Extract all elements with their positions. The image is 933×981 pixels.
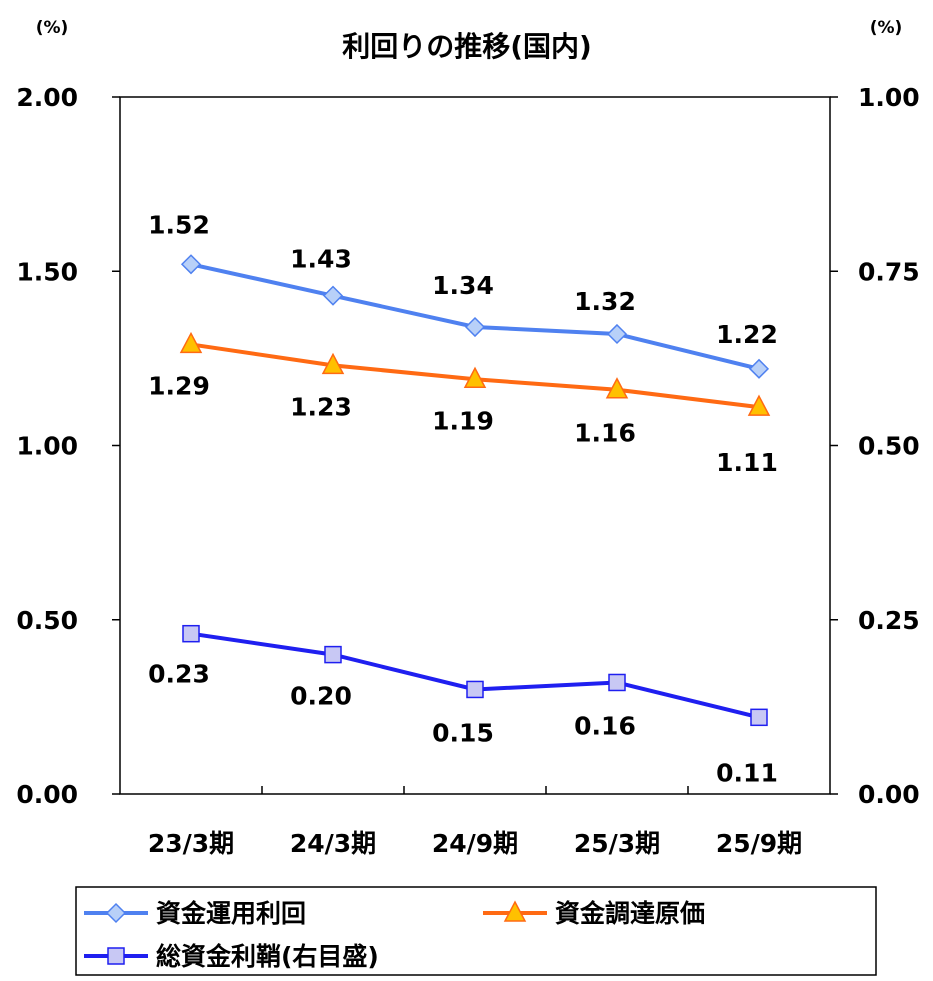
legend-marker-2 <box>107 947 125 965</box>
series-1-point <box>605 377 629 399</box>
x-axis-tick-label: 25/9期 <box>716 829 802 858</box>
legend-label-1: 資金調達原価 <box>555 899 705 928</box>
data-labels: 1.52 1.43 1.34 1.32 1.22 1.29 1.23 1.19 1.16 1.11… <box>148 210 778 787</box>
data-label: 0.11 <box>716 758 778 787</box>
series-0-point <box>322 285 344 306</box>
data-label: 1.22 <box>716 320 778 349</box>
data-label: 0.23 <box>148 660 210 689</box>
data-label: 1.32 <box>574 287 636 316</box>
data-label: 1.29 <box>148 371 210 400</box>
left-axis-tick-label: 0.00 <box>16 780 78 809</box>
data-label: 1.16 <box>574 419 636 448</box>
right-axis-tick-label: 0.25 <box>858 606 920 635</box>
series-1-point <box>179 331 203 354</box>
series-2-point <box>466 680 484 699</box>
right-axis-tick-label: 0.75 <box>858 257 920 286</box>
series-group <box>179 254 771 727</box>
legend-marker-1 <box>503 900 527 922</box>
series-0-point <box>748 358 770 379</box>
left-axis-tick-label: 0.50 <box>16 606 78 635</box>
data-label: 0.15 <box>432 718 494 747</box>
x-axis-tick-label: 25/3期 <box>574 829 660 858</box>
right-axis-unit: (%) <box>870 18 903 38</box>
axes: 0.00 0.50 1.00 1.50 2.00 0.00 0.25 0.50 0.75 1.00… <box>16 83 919 858</box>
data-label: 0.16 <box>574 711 636 740</box>
left-axis-tick-label: 1.50 <box>16 257 78 286</box>
legend-label-0: 資金運用利回 <box>156 899 306 928</box>
plot-area <box>119 96 831 795</box>
data-label: 1.11 <box>716 448 778 477</box>
x-axis-tick-label: 24/9期 <box>432 829 518 858</box>
data-label: 1.23 <box>290 392 352 421</box>
series-2-point <box>182 624 200 643</box>
legend-marker-0 <box>105 902 127 924</box>
series-2-point <box>608 673 626 692</box>
series-2-point <box>750 708 768 727</box>
series-1-point <box>463 366 487 389</box>
right-axis-tick-label: 0.00 <box>858 780 920 809</box>
data-label: 1.19 <box>432 406 494 435</box>
series-2-point <box>324 645 342 664</box>
legend-box <box>75 886 877 976</box>
series-1-point <box>321 352 345 375</box>
data-label: 1.43 <box>290 245 352 274</box>
data-label: 1.52 <box>148 210 210 239</box>
series-1-point <box>747 394 771 416</box>
data-label: 1.34 <box>432 271 494 300</box>
chart-title: 利回りの推移(国内) <box>342 30 592 63</box>
right-axis-tick-label: 1.00 <box>858 83 920 112</box>
series-0-point <box>180 254 202 275</box>
legend-label-2: 総資金利鞘(右目盛) <box>156 942 379 971</box>
left-axis-tick-label: 1.00 <box>16 432 78 461</box>
series-0-point <box>464 316 486 338</box>
left-axis-tick-label: 2.00 <box>16 83 78 112</box>
x-axis-tick-label: 23/3期 <box>148 829 234 858</box>
left-axis-unit: (%) <box>36 18 69 38</box>
right-axis-tick-label: 0.50 <box>858 432 920 461</box>
x-axis-tick-label: 24/3期 <box>290 829 376 858</box>
data-label: 0.20 <box>290 682 352 711</box>
series-0-point <box>606 323 628 345</box>
